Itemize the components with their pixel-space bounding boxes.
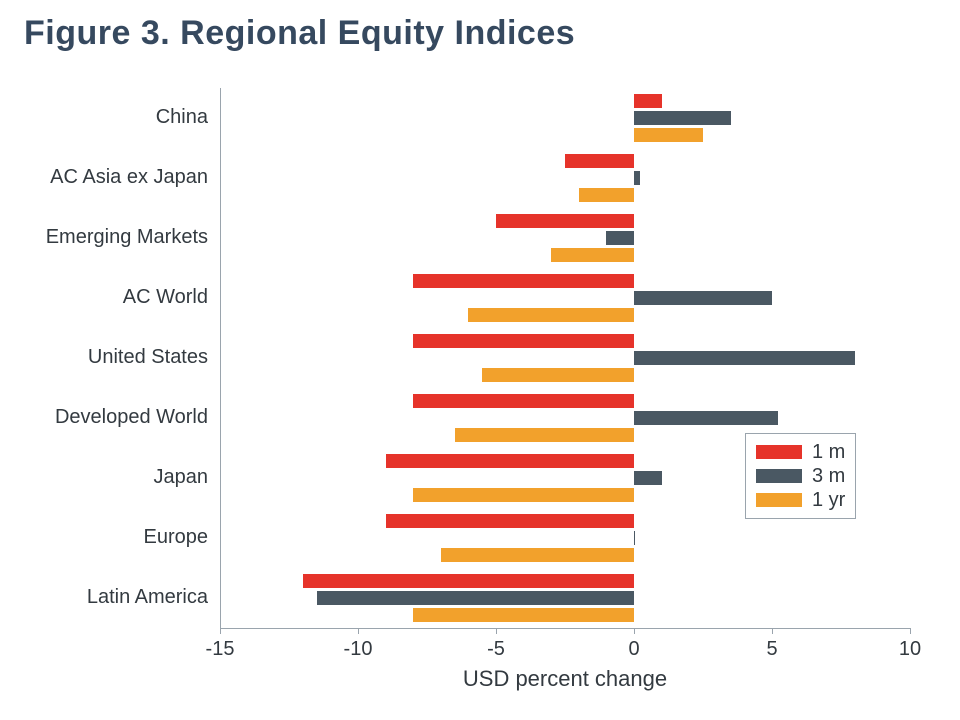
bar-1m bbox=[386, 514, 634, 528]
legend-label: 1 yr bbox=[812, 489, 845, 512]
legend-item: 1 m bbox=[756, 440, 845, 464]
x-tick bbox=[910, 628, 911, 634]
category-label: AC World bbox=[123, 286, 208, 309]
bar-1m bbox=[413, 334, 634, 348]
bar-3m bbox=[606, 231, 634, 245]
category-label: Latin America bbox=[87, 586, 208, 609]
legend: 1 m3 m1 yr bbox=[745, 433, 856, 519]
x-tick bbox=[358, 628, 359, 634]
y-axis-line bbox=[220, 88, 221, 628]
x-tick-label: 5 bbox=[766, 638, 777, 661]
x-tick-label: -10 bbox=[344, 638, 373, 661]
bar-1yr bbox=[455, 428, 634, 442]
bar-1m bbox=[413, 274, 634, 288]
bar-1yr bbox=[634, 128, 703, 142]
bar-1yr bbox=[579, 188, 634, 202]
bar-1yr bbox=[482, 368, 634, 382]
category-label: Europe bbox=[144, 526, 209, 549]
category-label: Japan bbox=[154, 466, 209, 489]
bar-3m bbox=[634, 291, 772, 305]
bar-1yr bbox=[551, 248, 634, 262]
bar-3m bbox=[634, 171, 640, 185]
legend-swatch bbox=[756, 445, 802, 459]
category-label: Developed World bbox=[55, 406, 208, 429]
bar-1m bbox=[496, 214, 634, 228]
x-tick-label: -5 bbox=[487, 638, 505, 661]
bar-1yr bbox=[413, 608, 634, 622]
x-tick bbox=[220, 628, 221, 634]
bar-3m bbox=[634, 351, 855, 365]
bar-1yr bbox=[413, 488, 634, 502]
bar-1m bbox=[303, 574, 634, 588]
bar-3m bbox=[634, 471, 662, 485]
x-tick-label: 0 bbox=[628, 638, 639, 661]
bar-1m bbox=[413, 394, 634, 408]
category-label: AC Asia ex Japan bbox=[50, 166, 208, 189]
bar-3m bbox=[634, 411, 778, 425]
category-label: Emerging Markets bbox=[46, 226, 208, 249]
x-axis-line bbox=[220, 628, 910, 629]
legend-item: 3 m bbox=[756, 464, 845, 488]
legend-label: 3 m bbox=[812, 465, 845, 488]
legend-swatch bbox=[756, 493, 802, 507]
legend-label: 1 m bbox=[812, 441, 845, 464]
category-label: China bbox=[156, 106, 208, 129]
x-tick-label: -15 bbox=[206, 638, 235, 661]
x-tick bbox=[772, 628, 773, 634]
bar-3m bbox=[634, 111, 731, 125]
category-label: United States bbox=[88, 346, 208, 369]
bar-3m bbox=[634, 531, 635, 545]
x-axis-label: USD percent change bbox=[463, 666, 667, 692]
legend-swatch bbox=[756, 469, 802, 483]
legend-item: 1 yr bbox=[756, 488, 845, 512]
x-tick-label: 10 bbox=[899, 638, 921, 661]
equity-indices-chart: -15 -10 -5 0 5 10 USD percent change China AC As… bbox=[0, 0, 960, 720]
bar-1yr bbox=[441, 548, 634, 562]
bar-1m bbox=[565, 154, 634, 168]
bar-1m bbox=[634, 94, 662, 108]
bar-1m bbox=[386, 454, 634, 468]
bar-3m bbox=[317, 591, 634, 605]
x-tick bbox=[496, 628, 497, 634]
bar-1yr bbox=[468, 308, 634, 322]
x-tick bbox=[634, 628, 635, 634]
